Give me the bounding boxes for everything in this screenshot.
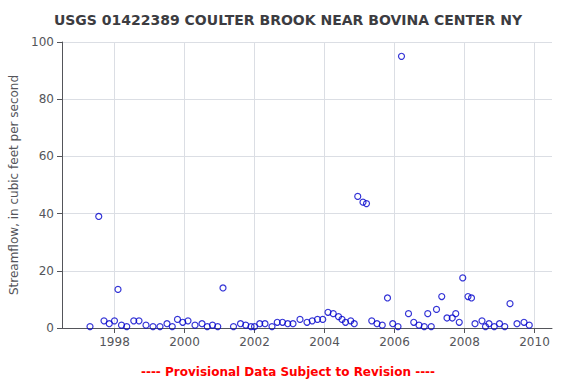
svg-text:0: 0	[46, 321, 54, 335]
svg-text:---- Provisional Data Subject: ---- Provisional Data Subject to Revisio…	[141, 365, 435, 379]
svg-text:80: 80	[39, 92, 54, 106]
svg-text:USGS 01422389 COULTER BROOK NE: USGS 01422389 COULTER BROOK NEAR BOVINA …	[54, 12, 523, 28]
svg-text:60: 60	[39, 149, 54, 163]
svg-text:20: 20	[39, 264, 54, 278]
svg-text:2010: 2010	[519, 335, 550, 349]
svg-text:100: 100	[31, 35, 54, 49]
svg-text:2000: 2000	[169, 335, 200, 349]
svg-text:40: 40	[39, 207, 54, 221]
svg-text:Streamflow, in cubic feet per: Streamflow, in cubic feet per second	[7, 75, 21, 295]
svg-text:2006: 2006	[379, 335, 410, 349]
svg-text:2004: 2004	[309, 335, 340, 349]
svg-text:2002: 2002	[239, 335, 270, 349]
svg-text:1998: 1998	[99, 335, 130, 349]
svg-text:2008: 2008	[449, 335, 480, 349]
